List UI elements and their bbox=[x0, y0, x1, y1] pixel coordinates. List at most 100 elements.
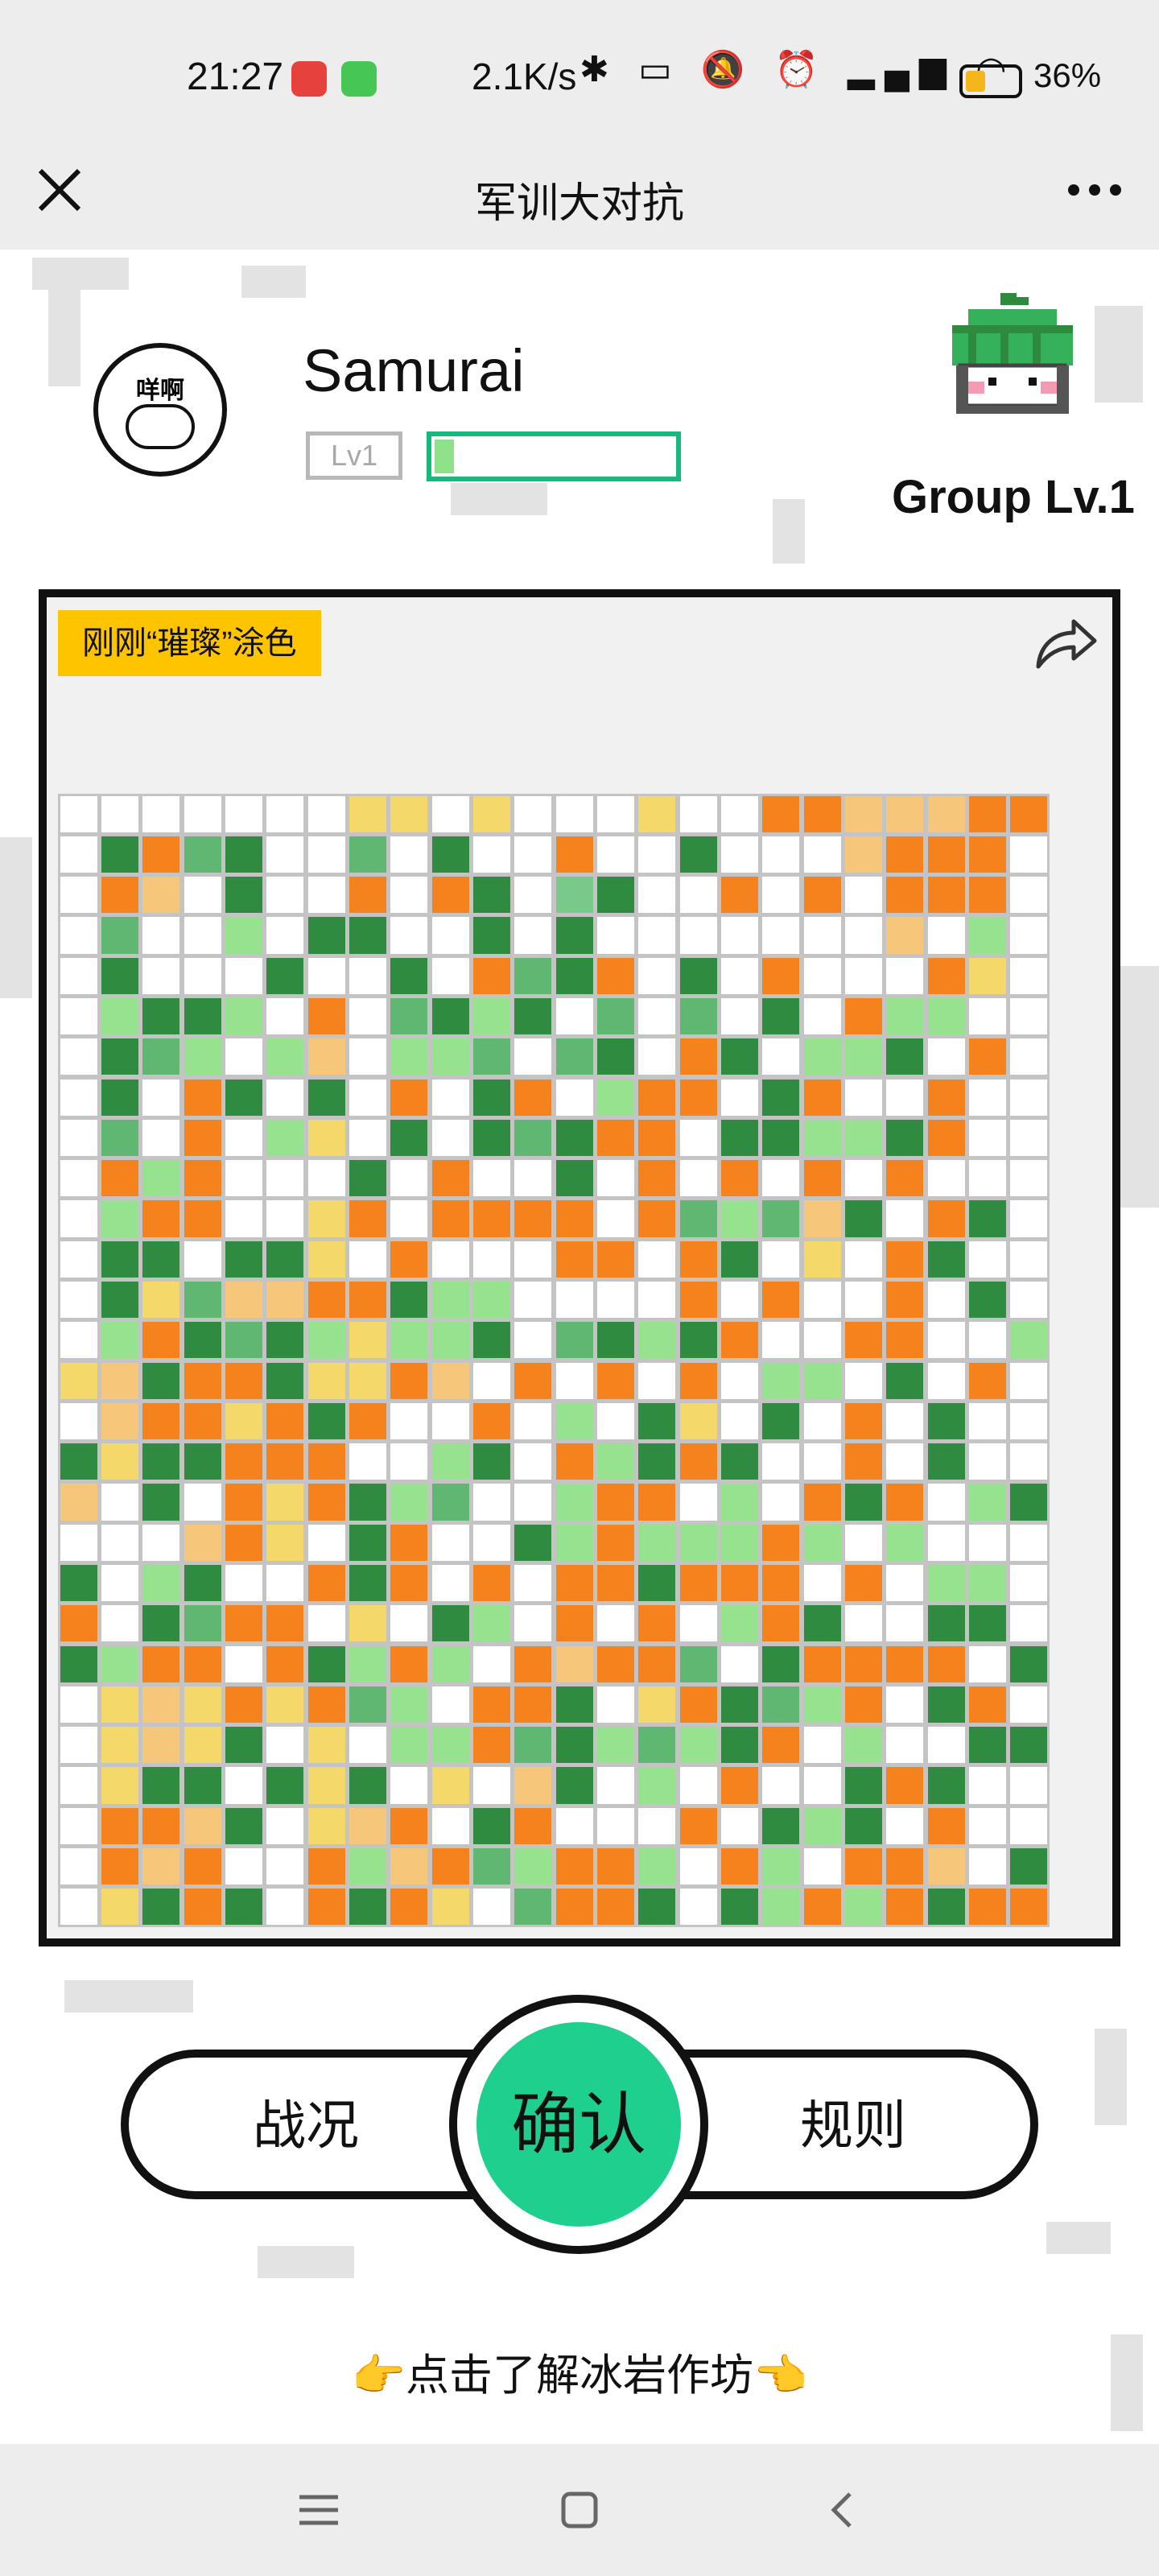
pixel-cell[interactable] bbox=[844, 1200, 883, 1237]
pixel-cell[interactable] bbox=[101, 1362, 139, 1399]
pixel-cell[interactable] bbox=[596, 997, 635, 1035]
pixel-cell[interactable] bbox=[514, 1038, 552, 1075]
pixel-cell[interactable] bbox=[431, 1889, 469, 1926]
pixel-cell[interactable] bbox=[638, 917, 676, 954]
pixel-cell[interactable] bbox=[886, 1322, 924, 1359]
pixel-cell[interactable] bbox=[142, 1362, 180, 1399]
pixel-cell[interactable] bbox=[1010, 1524, 1048, 1561]
pixel-cell[interactable] bbox=[720, 1038, 759, 1075]
pixel-cell[interactable] bbox=[142, 1564, 180, 1602]
pixel-cell[interactable] bbox=[266, 1484, 304, 1521]
pixel-cell[interactable] bbox=[184, 1484, 221, 1521]
pixel-cell[interactable] bbox=[225, 1281, 263, 1319]
pixel-cell[interactable] bbox=[886, 1564, 924, 1602]
pixel-cell[interactable] bbox=[349, 1767, 387, 1804]
pixel-cell[interactable] bbox=[472, 1847, 511, 1885]
pixel-cell[interactable] bbox=[225, 877, 263, 914]
pixel-cell[interactable] bbox=[720, 1727, 759, 1764]
pixel-cell[interactable] bbox=[184, 1645, 221, 1682]
pixel-cell[interactable] bbox=[679, 997, 717, 1035]
pixel-cell[interactable] bbox=[60, 1564, 97, 1602]
pixel-cell[interactable] bbox=[679, 1605, 717, 1642]
pixel-cell[interactable] bbox=[142, 1807, 180, 1844]
pixel-cell[interactable] bbox=[596, 1767, 635, 1804]
pixel-cell[interactable] bbox=[472, 1686, 511, 1724]
pixel-cell[interactable] bbox=[266, 1727, 304, 1764]
pixel-cell[interactable] bbox=[266, 1524, 304, 1561]
pixel-cell[interactable] bbox=[927, 1767, 965, 1804]
pixel-cell[interactable] bbox=[803, 795, 841, 832]
pixel-cell[interactable] bbox=[101, 1079, 139, 1116]
pixel-cell[interactable] bbox=[225, 957, 263, 994]
pixel-cell[interactable] bbox=[803, 836, 841, 873]
pixel-cell[interactable] bbox=[679, 957, 717, 994]
pixel-cell[interactable] bbox=[844, 1079, 883, 1116]
pixel-cell[interactable] bbox=[390, 1281, 428, 1319]
pixel-cell[interactable] bbox=[431, 1160, 469, 1197]
pixel-cell[interactable] bbox=[762, 1119, 800, 1157]
pixel-cell[interactable] bbox=[431, 795, 469, 832]
pixel-cell[interactable] bbox=[514, 1362, 552, 1399]
pixel-cell[interactable] bbox=[803, 1889, 841, 1926]
pixel-cell[interactable] bbox=[266, 1605, 304, 1642]
pixel-cell[interactable] bbox=[349, 1241, 387, 1278]
pixel-cell[interactable] bbox=[142, 1847, 180, 1885]
pixel-cell[interactable] bbox=[472, 917, 511, 954]
pixel-cell[interactable] bbox=[927, 877, 965, 914]
pixel-cell[interactable] bbox=[60, 1402, 97, 1440]
pixel-cell[interactable] bbox=[101, 1807, 139, 1844]
pixel-cell[interactable] bbox=[142, 917, 180, 954]
pixel-cell[interactable] bbox=[514, 1402, 552, 1440]
pixel-cell[interactable] bbox=[266, 917, 304, 954]
pixel-cell[interactable] bbox=[596, 1686, 635, 1724]
pixel-cell[interactable] bbox=[142, 1605, 180, 1642]
pixel-cell[interactable] bbox=[184, 1889, 221, 1926]
pixel-cell[interactable] bbox=[307, 1524, 345, 1561]
pixel-cell[interactable] bbox=[514, 1645, 552, 1682]
pixel-cell[interactable] bbox=[596, 1402, 635, 1440]
pixel-cell[interactable] bbox=[1010, 1564, 1048, 1602]
pixel-cell[interactable] bbox=[431, 1200, 469, 1237]
pixel-cell[interactable] bbox=[307, 795, 345, 832]
pixel-cell[interactable] bbox=[472, 877, 511, 914]
pixel-cell[interactable] bbox=[886, 795, 924, 832]
pixel-cell[interactable] bbox=[101, 1564, 139, 1602]
pixel-cell[interactable] bbox=[638, 1322, 676, 1359]
pixel-cell[interactable] bbox=[349, 1847, 387, 1885]
pixel-cell[interactable] bbox=[886, 1443, 924, 1480]
pixel-cell[interactable] bbox=[927, 1038, 965, 1075]
pixel-cell[interactable] bbox=[1010, 997, 1048, 1035]
pixel-cell[interactable] bbox=[101, 1322, 139, 1359]
pixel-cell[interactable] bbox=[266, 1038, 304, 1075]
pixel-cell[interactable] bbox=[886, 1524, 924, 1561]
pixel-cell[interactable] bbox=[307, 1605, 345, 1642]
pixel-cell[interactable] bbox=[60, 1727, 97, 1764]
pixel-cell[interactable] bbox=[720, 1160, 759, 1197]
pixel-cell[interactable] bbox=[1010, 836, 1048, 873]
pixel-cell[interactable] bbox=[514, 836, 552, 873]
pixel-cell[interactable] bbox=[184, 836, 221, 873]
pixel-cell[interactable] bbox=[431, 1564, 469, 1602]
pixel-cell[interactable] bbox=[225, 1645, 263, 1682]
pixel-cell[interactable] bbox=[390, 917, 428, 954]
pixel-cell[interactable] bbox=[101, 1889, 139, 1926]
pixel-cell[interactable] bbox=[390, 795, 428, 832]
pixel-cell[interactable] bbox=[596, 1847, 635, 1885]
pixel-cell[interactable] bbox=[555, 997, 593, 1035]
pixel-cell[interactable] bbox=[762, 1200, 800, 1237]
pixel-cell[interactable] bbox=[266, 1119, 304, 1157]
pixel-cell[interactable] bbox=[720, 1322, 759, 1359]
pixel-cell[interactable] bbox=[349, 877, 387, 914]
pixel-cell[interactable] bbox=[844, 1645, 883, 1682]
pixel-cell[interactable] bbox=[431, 1686, 469, 1724]
pixel-cell[interactable] bbox=[184, 1322, 221, 1359]
pixel-cell[interactable] bbox=[844, 1767, 883, 1804]
pixel-cell[interactable] bbox=[184, 877, 221, 914]
pixel-cell[interactable] bbox=[349, 795, 387, 832]
close-button[interactable] bbox=[27, 158, 92, 222]
pixel-cell[interactable] bbox=[596, 1200, 635, 1237]
pixel-cell[interactable] bbox=[596, 1889, 635, 1926]
pixel-cell[interactable] bbox=[927, 1362, 965, 1399]
pixel-cell[interactable] bbox=[555, 795, 593, 832]
pixel-cell[interactable] bbox=[762, 836, 800, 873]
